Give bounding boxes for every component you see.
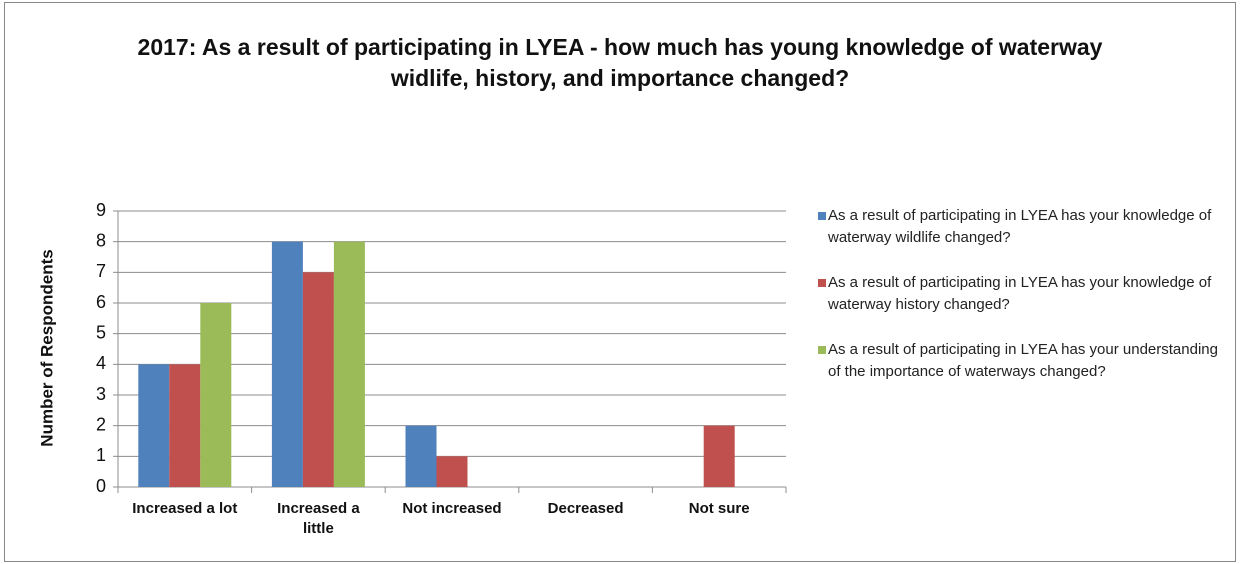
y-tick-label: 9 [96, 200, 106, 220]
legend-item: As a result of participating in LYEA has… [818, 205, 1230, 249]
y-tick-label: 1 [96, 445, 106, 465]
bar [200, 303, 232, 487]
bar [271, 241, 303, 487]
x-tick-label: Not increased [402, 500, 502, 517]
y-tick-label: 4 [96, 353, 106, 373]
y-tick-label: 7 [96, 261, 106, 281]
y-tick-label: 6 [96, 292, 106, 312]
bar [436, 456, 468, 487]
y-tick-label: 3 [96, 384, 106, 404]
legend-item: As a result of participating in LYEA has… [818, 339, 1230, 383]
x-tick-label: Decreased [547, 500, 624, 517]
bar [333, 241, 365, 487]
legend: As a result of participating in LYEA has… [818, 205, 1230, 406]
x-tick-label: Increased a lot [132, 500, 238, 517]
bar [138, 364, 170, 487]
legend-label: As a result of participating in LYEA has… [828, 341, 1218, 380]
legend-swatch [818, 346, 826, 354]
chart-title: 2017: As a result of participating in LY… [137, 34, 1103, 91]
bar [703, 425, 735, 487]
y-tick-label: 2 [96, 414, 106, 434]
y-tick-label: 8 [96, 230, 106, 250]
y-tick-label: 0 [96, 476, 106, 496]
y-tick-label: 5 [96, 322, 106, 342]
legend-item: As a result of participating in LYEA has… [818, 272, 1230, 316]
legend-swatch [818, 212, 826, 220]
legend-label: As a result of participating in LYEA has… [828, 274, 1212, 313]
bar [302, 272, 334, 487]
x-tick-label: Increased a little [277, 500, 360, 537]
x-tick-label: Not sure [688, 500, 750, 517]
bar [405, 425, 437, 487]
bar [169, 364, 201, 487]
legend-label: As a result of participating in LYEA has… [828, 207, 1212, 246]
chart-frame [4, 2, 1236, 562]
legend-swatch [818, 279, 826, 287]
y-axis-label: Number of Respondents [37, 249, 56, 446]
